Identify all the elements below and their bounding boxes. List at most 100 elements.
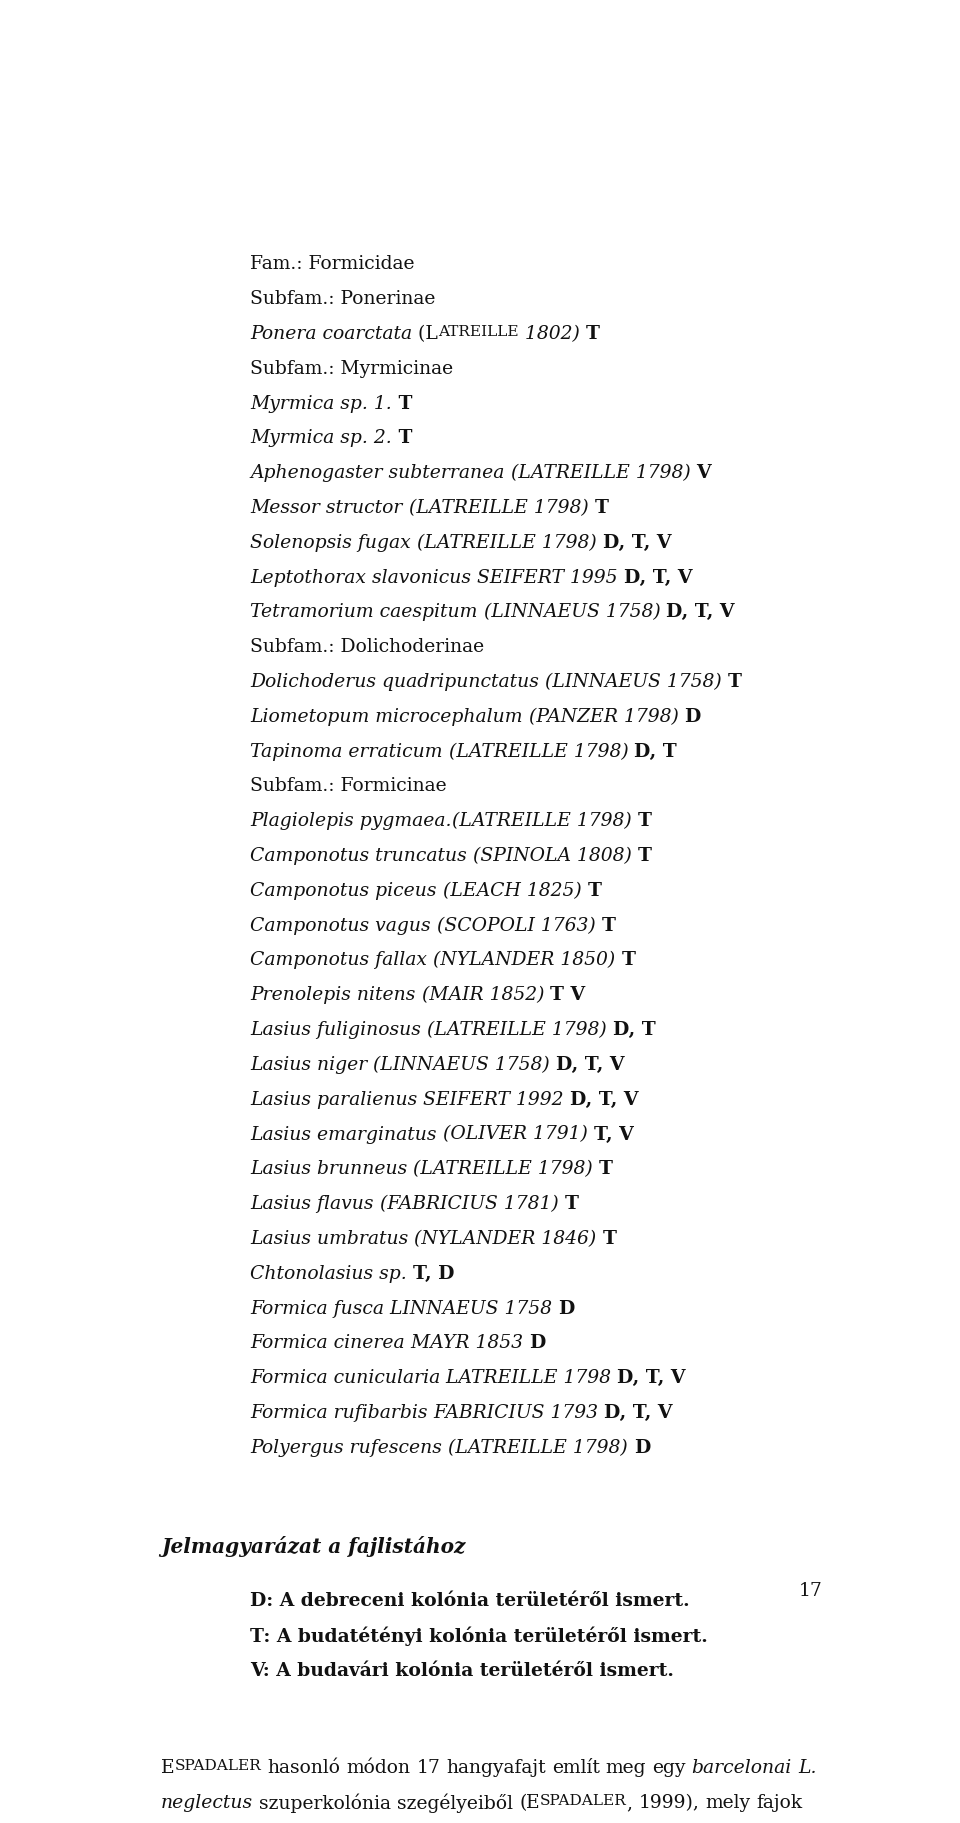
Text: szegélyeiből: szegélyeiből bbox=[397, 1794, 513, 1814]
Text: D, T, V: D, T, V bbox=[603, 534, 671, 552]
Text: (NYLANDER 1850): (NYLANDER 1850) bbox=[427, 952, 621, 970]
Text: (MAIR 1852): (MAIR 1852) bbox=[416, 986, 550, 1004]
Text: Lasius brunneus: Lasius brunneus bbox=[251, 1161, 407, 1178]
Text: Liometopum microcephalum: Liometopum microcephalum bbox=[251, 707, 522, 726]
Text: T: T bbox=[602, 917, 615, 935]
Text: módon: módon bbox=[347, 1759, 410, 1777]
Text: Lasius emarginatus: Lasius emarginatus bbox=[251, 1125, 437, 1143]
Text: T: T bbox=[621, 952, 636, 970]
Text: szuperkolónia: szuperkolónia bbox=[259, 1794, 391, 1814]
Text: Subfam.: Formicinae: Subfam.: Formicinae bbox=[251, 777, 446, 795]
Text: T: T bbox=[564, 1196, 579, 1212]
Text: V: V bbox=[696, 465, 711, 481]
Text: (LATREILLE 1798): (LATREILLE 1798) bbox=[407, 1161, 599, 1178]
Text: mely: mely bbox=[706, 1794, 751, 1812]
Text: Aphenogaster subterranea: Aphenogaster subterranea bbox=[251, 465, 505, 481]
Text: Lasius umbratus: Lasius umbratus bbox=[251, 1231, 408, 1249]
Text: barcelonai: barcelonai bbox=[691, 1759, 792, 1777]
Text: D, T, V: D, T, V bbox=[624, 569, 692, 587]
Text: D: D bbox=[558, 1300, 574, 1318]
Text: V: A budavári kolónia területéről ismert.: V: A budavári kolónia területéről ismert… bbox=[251, 1661, 674, 1679]
Text: (LATREILLE 1798): (LATREILLE 1798) bbox=[402, 500, 594, 518]
Text: D: D bbox=[634, 1438, 650, 1457]
Text: SEIFERT 1992: SEIFERT 1992 bbox=[418, 1090, 570, 1108]
Text: (OLIVER 1791): (OLIVER 1791) bbox=[437, 1125, 593, 1143]
Text: Chtonolasius sp.: Chtonolasius sp. bbox=[251, 1265, 407, 1283]
Text: (LINNAEUS 1758): (LINNAEUS 1758) bbox=[540, 673, 728, 691]
Text: Lasius niger: Lasius niger bbox=[251, 1056, 368, 1074]
Text: LATREILLE 1798: LATREILLE 1798 bbox=[441, 1369, 617, 1387]
Text: D: D bbox=[529, 1334, 545, 1353]
Text: Solenopsis fugax: Solenopsis fugax bbox=[251, 534, 411, 552]
Text: (LATREILLE 1798): (LATREILLE 1798) bbox=[505, 465, 696, 481]
Text: D: A debreceni kolónia területéről ismert.: D: A debreceni kolónia területéről ismer… bbox=[251, 1591, 690, 1610]
Text: (: ( bbox=[519, 1794, 526, 1812]
Text: Lasius fuliginosus: Lasius fuliginosus bbox=[251, 1021, 421, 1039]
Text: (LATREILLE 1798): (LATREILLE 1798) bbox=[442, 1438, 634, 1457]
Text: T, V: T, V bbox=[593, 1125, 634, 1143]
Text: (LATREILLE 1798): (LATREILLE 1798) bbox=[421, 1021, 612, 1039]
Text: T: T bbox=[392, 430, 413, 447]
Text: meg: meg bbox=[606, 1759, 646, 1777]
Text: ,: , bbox=[627, 1794, 633, 1812]
Text: D, T: D, T bbox=[635, 742, 677, 760]
Text: Lasius paralienus: Lasius paralienus bbox=[251, 1090, 418, 1108]
Text: D, T, V: D, T, V bbox=[570, 1090, 638, 1108]
Text: (LEACH 1825): (LEACH 1825) bbox=[437, 882, 588, 901]
Text: Camponotus piceus: Camponotus piceus bbox=[251, 882, 437, 901]
Text: D: D bbox=[684, 707, 701, 726]
Text: T: T bbox=[599, 1161, 613, 1178]
Text: SPADALER: SPADALER bbox=[175, 1759, 261, 1774]
Text: D, T, V: D, T, V bbox=[617, 1369, 686, 1387]
Text: MAYR 1853: MAYR 1853 bbox=[405, 1334, 529, 1353]
Text: T: T bbox=[586, 324, 600, 343]
Text: D, T, V: D, T, V bbox=[666, 603, 734, 622]
Text: (LATREILLE 1798): (LATREILLE 1798) bbox=[443, 742, 635, 760]
Text: Subfam.: Dolichoderinae: Subfam.: Dolichoderinae bbox=[251, 638, 485, 656]
Text: T: T bbox=[603, 1231, 616, 1249]
Text: T: T bbox=[594, 500, 609, 518]
Text: (SPINOLA 1808): (SPINOLA 1808) bbox=[467, 848, 637, 866]
Text: Camponotus vagus: Camponotus vagus bbox=[251, 917, 431, 935]
Text: neglectus: neglectus bbox=[161, 1794, 253, 1812]
Text: Plagiolepis pygmaea.: Plagiolepis pygmaea. bbox=[251, 813, 452, 829]
Text: Dolichoderus quadripunctatus: Dolichoderus quadripunctatus bbox=[251, 673, 540, 691]
Text: (LATREILLE 1798): (LATREILLE 1798) bbox=[452, 813, 637, 829]
Text: Fam.: Formicidae: Fam.: Formicidae bbox=[251, 255, 415, 273]
Text: Camponotus fallax: Camponotus fallax bbox=[251, 952, 427, 970]
Text: Formica cinerea: Formica cinerea bbox=[251, 1334, 405, 1353]
Text: Jelmagyarázat a fajlistához: Jelmagyarázat a fajlistához bbox=[161, 1537, 466, 1557]
Text: fajok: fajok bbox=[756, 1794, 803, 1812]
Text: Formica fusca: Formica fusca bbox=[251, 1300, 384, 1318]
Text: Messor structor: Messor structor bbox=[251, 500, 402, 518]
Text: 17: 17 bbox=[800, 1582, 823, 1601]
Text: T V: T V bbox=[550, 986, 586, 1004]
Text: (LINNAEUS 1758): (LINNAEUS 1758) bbox=[477, 603, 666, 622]
Text: (PANZER 1798): (PANZER 1798) bbox=[522, 707, 684, 726]
Text: Formica rufibarbis: Formica rufibarbis bbox=[251, 1404, 428, 1422]
Text: Leptothorax slavonicus: Leptothorax slavonicus bbox=[251, 569, 471, 587]
Text: Formica cunicularia: Formica cunicularia bbox=[251, 1369, 441, 1387]
Text: T: T bbox=[637, 848, 652, 866]
Text: T: T bbox=[588, 882, 602, 901]
Text: (LATREILLE 1798): (LATREILLE 1798) bbox=[411, 534, 603, 552]
Text: Lasius flavus: Lasius flavus bbox=[251, 1196, 373, 1212]
Text: 1999),: 1999), bbox=[638, 1794, 700, 1812]
Text: Ponera coarctata: Ponera coarctata bbox=[251, 324, 413, 343]
Text: (FABRICIUS 1781): (FABRICIUS 1781) bbox=[373, 1196, 564, 1212]
Text: (NYLANDER 1846): (NYLANDER 1846) bbox=[408, 1231, 603, 1249]
Text: Polyergus rufescens: Polyergus rufescens bbox=[251, 1438, 442, 1457]
Text: D, T, V: D, T, V bbox=[556, 1056, 625, 1074]
Text: T: T bbox=[637, 813, 652, 829]
Text: E: E bbox=[161, 1759, 175, 1777]
Text: Tetramorium caespitum: Tetramorium caespitum bbox=[251, 603, 477, 622]
Text: hangyafajt: hangyafajt bbox=[446, 1759, 546, 1777]
Text: hasonló: hasonló bbox=[267, 1759, 340, 1777]
Text: D, T: D, T bbox=[612, 1021, 656, 1039]
Text: (LINNAEUS 1758): (LINNAEUS 1758) bbox=[368, 1056, 556, 1074]
Text: SEIFERT 1995: SEIFERT 1995 bbox=[471, 569, 624, 587]
Text: Camponotus truncatus: Camponotus truncatus bbox=[251, 848, 467, 866]
Text: Subfam.: Ponerinae: Subfam.: Ponerinae bbox=[251, 290, 436, 308]
Text: egy: egy bbox=[652, 1759, 685, 1777]
Text: Myrmica sp. 1.: Myrmica sp. 1. bbox=[251, 394, 392, 412]
